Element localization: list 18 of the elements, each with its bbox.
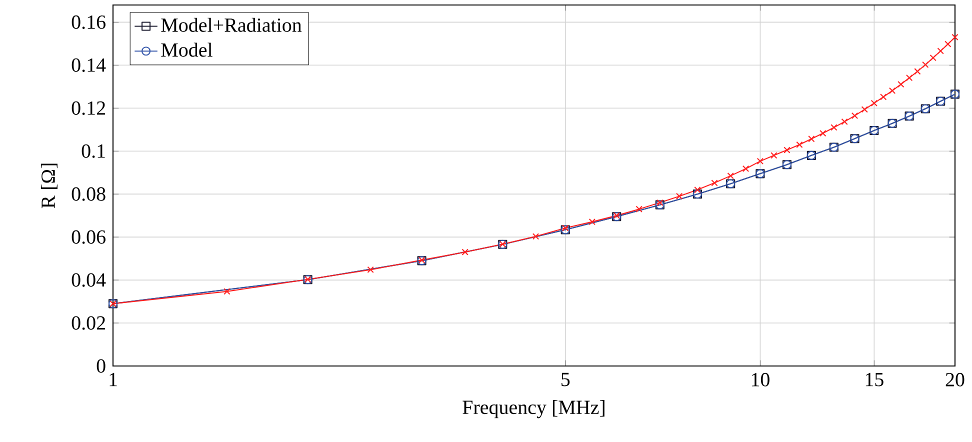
- x-tick-label: 15: [866, 372, 884, 386]
- y-tick-label: 0.16: [72, 15, 106, 29]
- x-tick-label: 10: [752, 372, 770, 386]
- x-axis-title: Frequency [MHz]: [462, 400, 604, 418]
- x-tick-label: 20: [946, 372, 964, 386]
- y-tick-label: 0: [96, 359, 106, 373]
- legend-label: Model: [161, 42, 212, 57]
- y-tick-label: 0.02: [72, 316, 105, 330]
- legend-label: Model+Radiation: [161, 18, 302, 32]
- y-tick-label: 0.04: [72, 273, 106, 287]
- y-tick-label: 0.1: [82, 144, 105, 158]
- y-tick-label: 0.12: [72, 101, 105, 115]
- x-tick-label: 5: [562, 372, 570, 386]
- y-axis-title: R [Ω]: [40, 164, 58, 208]
- y-tick-label: 0.08: [72, 187, 106, 201]
- y-tick-label: 0.06: [72, 230, 106, 244]
- y-tick-label: 0.14: [72, 58, 106, 72]
- x-tick-label: 1: [110, 372, 117, 386]
